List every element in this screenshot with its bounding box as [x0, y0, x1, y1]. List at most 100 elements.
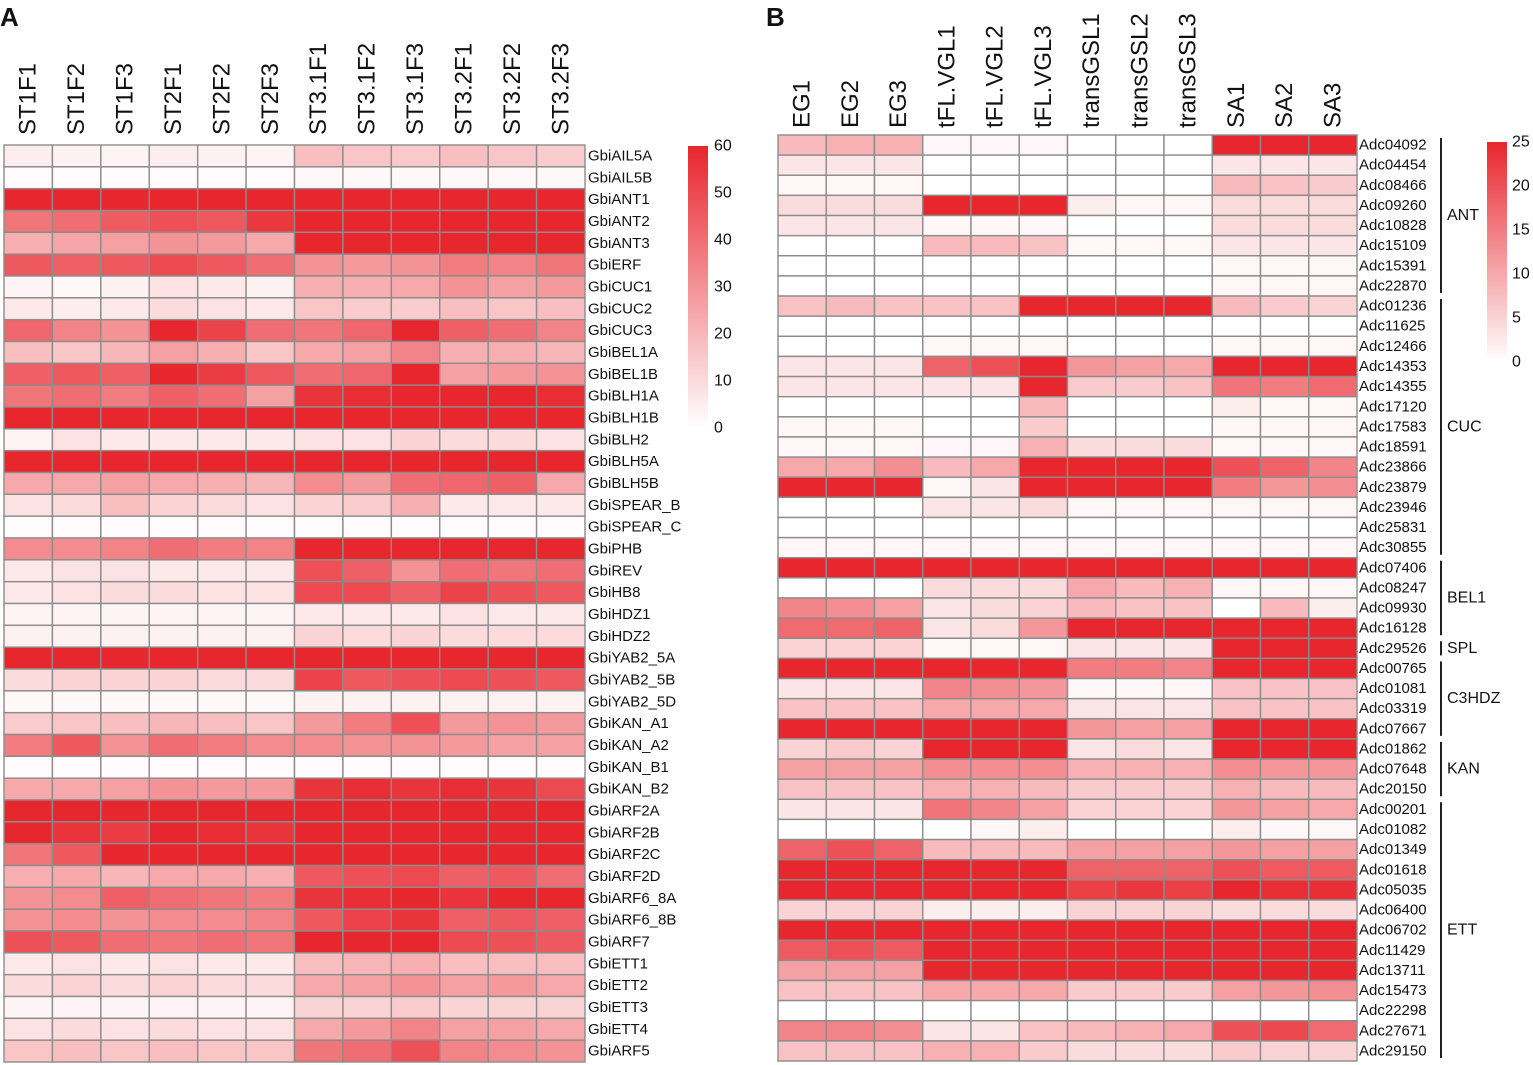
heatmap-cell: [1115, 255, 1165, 277]
heatmap-cell: [3, 952, 54, 976]
heatmap-cell: [1066, 617, 1117, 639]
heatmap-cell: [51, 842, 102, 867]
row-label: Adc15391: [1359, 257, 1427, 274]
heatmap-cell: [1066, 879, 1117, 901]
row-label: Adc11429: [1359, 942, 1425, 959]
heatmap-cell: [245, 1017, 296, 1041]
heatmap-cell: [922, 275, 972, 297]
heatmap-cell: [777, 718, 827, 740]
heatmap-cell: [100, 253, 150, 277]
heatmap-cell: [1066, 295, 1117, 317]
heatmap-cell: [1308, 617, 1358, 639]
heatmap-cell: [390, 952, 441, 976]
heatmap-cell: [487, 799, 538, 823]
heatmap-cell: [293, 1017, 344, 1041]
heatmap-cell: [1211, 275, 1262, 297]
heatmap-cell: [1211, 597, 1262, 619]
heatmap-cell: [825, 879, 876, 901]
heatmap-cell: [293, 995, 344, 1020]
row-label: Adc29150: [1359, 1042, 1427, 1059]
heatmap-cell: [1066, 214, 1117, 237]
heatmap-cell: [970, 919, 1020, 941]
row-label: Adc07648: [1359, 761, 1427, 778]
heatmap-cell: [245, 1039, 296, 1063]
heatmap-cell: [245, 864, 296, 889]
heatmap-cell: [148, 864, 199, 889]
heatmap-cell: [1163, 979, 1213, 1002]
heatmap-cell: [1259, 557, 1310, 579]
heatmap-cell: [1018, 697, 1069, 720]
heatmap-cell: [390, 559, 441, 583]
heatmap-cell: [777, 899, 827, 921]
heatmap-cell: [922, 154, 972, 176]
row-label: Adc06400: [1359, 902, 1427, 919]
heatmap-cell: [970, 577, 1020, 599]
heatmap-cell: [922, 999, 972, 1022]
heatmap-cell: [535, 886, 586, 910]
heatmap-cell: [390, 646, 441, 670]
row-label: Adc22870: [1359, 277, 1427, 294]
heatmap-cell: [873, 375, 924, 398]
heatmap-cell: [1308, 1040, 1358, 1062]
heatmap-cell: [1211, 1040, 1262, 1062]
heatmap-cell: [100, 449, 150, 474]
heatmap-cell: [1163, 718, 1213, 740]
heatmap-cell: [148, 559, 199, 583]
heatmap-cell: [922, 617, 972, 639]
heatmap-cell: [100, 930, 150, 954]
heatmap-cell: [1259, 456, 1310, 478]
heatmap-cell: [390, 602, 441, 627]
heatmap-cell: [342, 886, 393, 910]
heatmap-cell: [245, 973, 296, 998]
heatmap-cell: [245, 449, 296, 474]
heatmap-cell: [293, 406, 344, 430]
heatmap-cell: [1066, 375, 1117, 398]
heatmap-cell: [922, 557, 972, 579]
heatmap-cell: [439, 362, 489, 386]
heatmap-cell: [777, 597, 827, 619]
heatmap-cell: [342, 362, 393, 386]
row-label: GbiARF2A: [588, 802, 660, 819]
heatmap-cell: [1259, 879, 1310, 901]
heatmap-cell: [439, 231, 489, 255]
row-label: GbiBLH1B: [588, 409, 659, 426]
heatmap-cell: [1018, 859, 1069, 881]
heatmap-cell: [535, 1039, 586, 1063]
heatmap-cell: [1211, 778, 1262, 800]
heatmap-cell: [1115, 939, 1165, 962]
heatmap-cell: [1308, 255, 1358, 277]
row-label: GbiKAN_B1: [588, 759, 669, 776]
heatmap-cell: [196, 318, 247, 343]
heatmap-cell: [535, 755, 586, 779]
heatmap-cell: [196, 646, 247, 670]
heatmap-cell: [1308, 899, 1358, 921]
heatmap-cell: [245, 471, 296, 496]
heatmap-cell: [1211, 516, 1262, 539]
heatmap-cell: [439, 690, 489, 714]
row-label: Adc17583: [1359, 418, 1427, 435]
heatmap-cell: [1308, 838, 1358, 861]
group-label: KAN: [1447, 761, 1480, 778]
heatmap-cell: [1066, 778, 1117, 800]
heatmap-cell: [390, 166, 441, 190]
heatmap-cell: [1259, 899, 1310, 921]
heatmap-cell: [1163, 597, 1213, 619]
heatmap-cell: [922, 657, 972, 680]
heatmap-cell: [100, 340, 150, 365]
heatmap-cell: [1018, 234, 1069, 257]
heatmap-cell: [148, 886, 199, 910]
heatmap-cell: [1163, 315, 1213, 338]
heatmap-cell: [1018, 979, 1069, 1002]
heatmap-cell: [825, 1020, 876, 1042]
heatmap-cell: [487, 318, 538, 343]
heatmap-cell: [970, 476, 1020, 499]
heatmap-cell: [3, 799, 54, 823]
heatmap-cell: [245, 908, 296, 932]
heatmap-cell: [873, 134, 924, 156]
heatmap-cell: [825, 939, 876, 962]
row-label: GbiBEL1B: [588, 366, 658, 383]
heatmap-cell: [148, 973, 199, 998]
heatmap-cell: [825, 396, 876, 418]
heatmap-cell: [825, 496, 876, 519]
row-label: GbiETT3: [588, 999, 648, 1016]
